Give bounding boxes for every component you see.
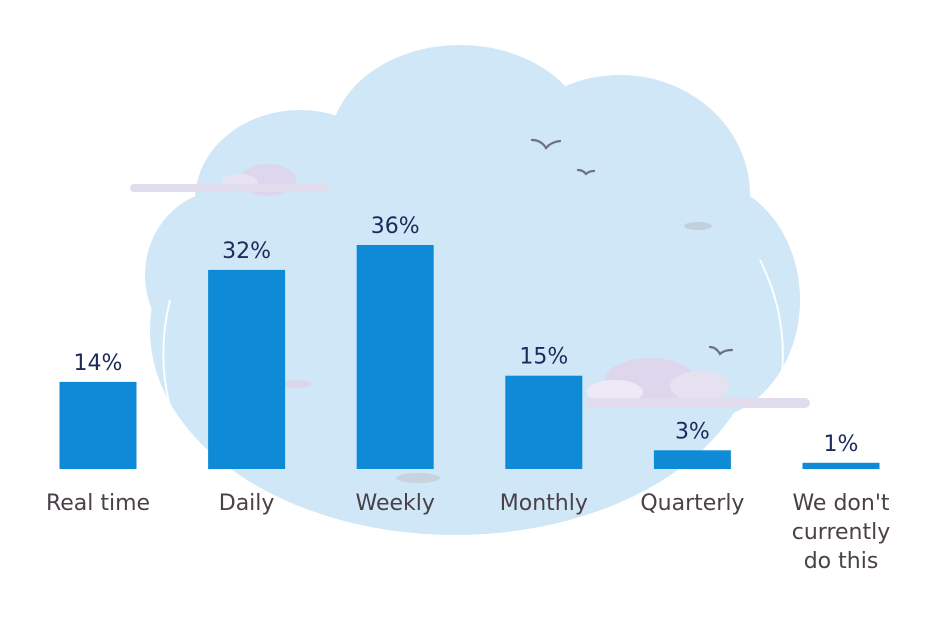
category-label-we-don-t-currently-do-this-line-3: do this — [804, 549, 879, 574]
big-cloud-shape — [145, 45, 800, 535]
bird-icon — [530, 138, 562, 150]
category-label-monthly: Monthly — [500, 491, 588, 516]
bird-icon — [708, 345, 734, 356]
value-label-real-time: 14% — [74, 351, 123, 376]
bar-weekly — [356, 245, 434, 469]
category-label-daily: Daily — [219, 491, 275, 516]
bar-quarterly — [653, 450, 731, 469]
value-label-we-don-t-currently-do-this: 1% — [824, 432, 859, 457]
category-label-we-don-t-currently-do-this-line-2: currently — [792, 520, 891, 545]
bar-real-time — [59, 381, 137, 469]
value-label-quarterly: 3% — [675, 419, 710, 444]
value-label-daily: 32% — [222, 239, 271, 264]
category-label-real-time: Real time — [46, 491, 150, 516]
bar-monthly — [505, 375, 583, 469]
category-label-weekly: Weekly — [355, 491, 434, 516]
value-label-monthly: 15% — [519, 345, 568, 370]
bar-daily — [208, 269, 286, 469]
brush-streaks — [162, 259, 784, 541]
small-cloud-tiny — [284, 222, 712, 483]
bird-icon — [576, 168, 596, 176]
bar-we-don-t-currently-do-this — [802, 462, 880, 469]
birds — [530, 138, 734, 356]
value-label-weekly: 36% — [371, 214, 420, 239]
category-label-we-don-t-currently-do-this-line-1: We don't — [792, 491, 889, 516]
category-label-quarterly: Quarterly — [640, 491, 744, 516]
small-cloud-left — [130, 164, 330, 196]
small-cloud-right — [585, 358, 810, 408]
